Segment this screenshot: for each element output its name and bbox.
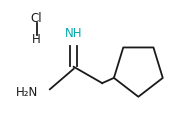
Text: Cl: Cl bbox=[31, 12, 42, 25]
Text: NH: NH bbox=[65, 27, 82, 39]
Text: H: H bbox=[32, 33, 41, 46]
Text: H₂N: H₂N bbox=[16, 86, 38, 99]
